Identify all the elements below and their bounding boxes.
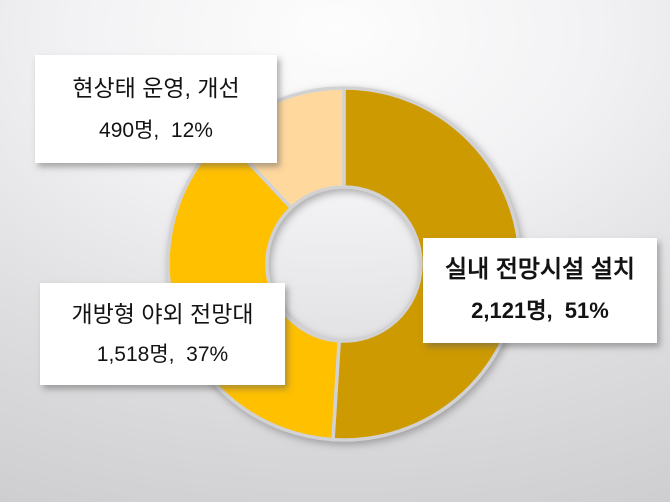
callout-indoor-facility-label: 실내 전망시설 설치 (445, 256, 635, 284)
callout-current-operation-value: 490명, 12% (99, 118, 213, 142)
callout-indoor-facility: 실내 전망시설 설치 2,121명, 51% (423, 238, 657, 343)
callout-open-outdoor-deck-value: 1,518명, 37% (96, 342, 229, 366)
callout-open-outdoor-deck: 개방형 야외 전망대 1,518명, 37% (40, 283, 285, 385)
callout-indoor-facility-value: 2,121명, 51% (471, 298, 609, 324)
callout-current-operation-label: 현상태 운영, 개선 (72, 75, 240, 102)
callout-open-outdoor-deck-label: 개방형 야외 전망대 (71, 301, 254, 328)
callout-current-operation: 현상태 운영, 개선 490명, 12% (35, 55, 277, 163)
